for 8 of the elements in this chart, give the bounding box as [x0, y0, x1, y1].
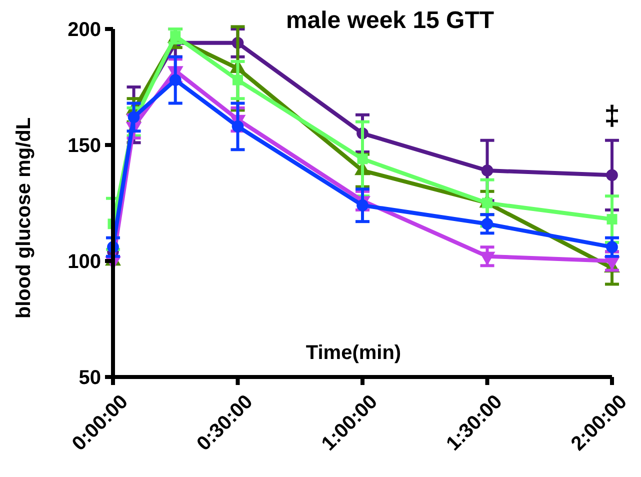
y-tick-label: 150 — [68, 135, 101, 157]
y-tick-label: 200 — [68, 19, 101, 41]
chart-title: male week 15 GTT — [286, 7, 494, 34]
y-axis-title: blood glucose mg/dL — [13, 117, 35, 319]
y-tick-label: 100 — [68, 251, 101, 273]
y-tick-label: 50 — [78, 367, 101, 389]
x-axis-title: Time(min) — [306, 342, 402, 364]
annotation: ‡ — [604, 100, 620, 131]
